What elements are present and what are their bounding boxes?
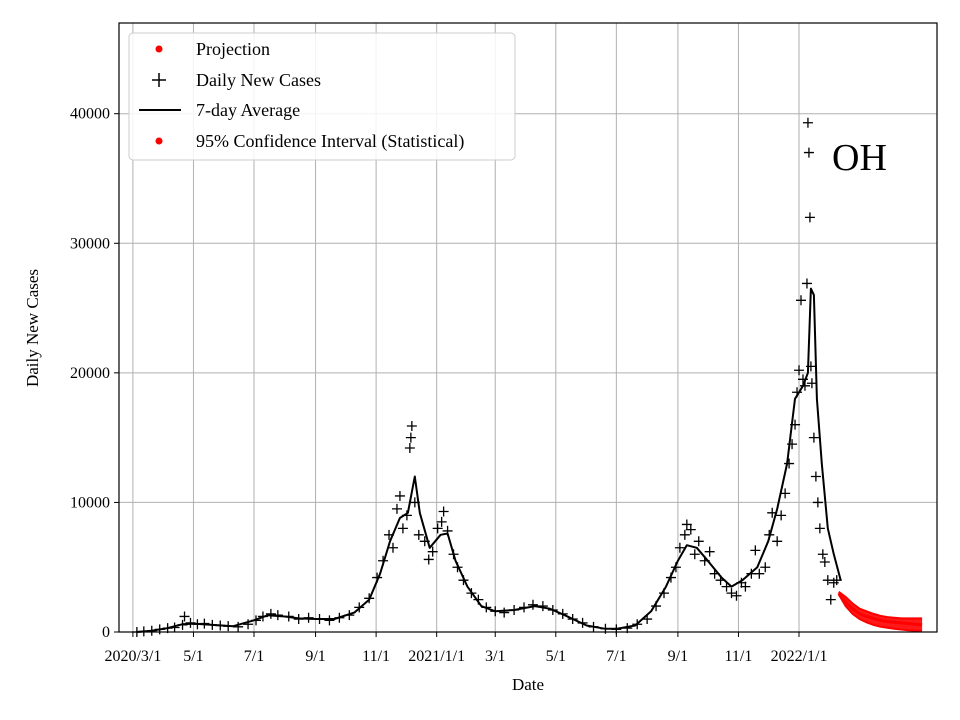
- daily-case-point: [784, 458, 795, 469]
- daily-case-point: [802, 117, 813, 128]
- legend-projection-marker: [155, 45, 163, 53]
- daily-case-point: [704, 546, 715, 557]
- x-tick-label: 2022/1/1: [771, 648, 828, 665]
- daily-case-point: [780, 488, 791, 499]
- daily-case-point: [436, 516, 447, 527]
- legend: Projection Daily New Cases 7-day Average…: [128, 32, 516, 161]
- x-tick-label: 9/1: [668, 648, 688, 665]
- daily-case-point: [397, 523, 408, 534]
- daily-case-point: [750, 545, 761, 556]
- daily-case-point: [772, 536, 783, 547]
- confidence-interval: [837, 590, 923, 632]
- daily-case-point: [394, 490, 405, 501]
- daily-case-point: [405, 432, 416, 443]
- daily-case-point: [406, 420, 417, 431]
- legend-projection-label: Projection: [196, 39, 270, 59]
- daily-cases-markers: [131, 117, 842, 637]
- daily-case-point: [265, 608, 276, 619]
- daily-case-point: [324, 615, 335, 626]
- daily-case-point: [726, 588, 737, 599]
- ci-lower-line: [837, 593, 923, 632]
- x-tick-label: 2021/1/1: [408, 648, 465, 665]
- daily-case-point: [387, 542, 398, 553]
- seven-day-average: [136, 287, 842, 633]
- daily-case-point: [404, 443, 415, 454]
- daily-case-point: [413, 529, 424, 540]
- daily-case-point: [243, 619, 254, 630]
- x-tick-label: 7/1: [606, 648, 626, 665]
- daily-case-point: [810, 471, 821, 482]
- daily-case-point: [438, 506, 449, 517]
- daily-case-point: [795, 295, 806, 306]
- y-tick-label: 10000: [70, 494, 110, 511]
- x-tick-label: 9/1: [305, 648, 325, 665]
- x-tick-label: 5/1: [183, 648, 203, 665]
- daily-case-point: [822, 575, 833, 586]
- x-tick-label: 11/1: [725, 648, 753, 665]
- daily-case-point: [825, 594, 836, 605]
- daily-case-point: [801, 278, 812, 289]
- daily-case-point: [527, 599, 538, 610]
- x-tick-label: 3/1: [485, 648, 505, 665]
- x-tick-label: 11/1: [362, 648, 390, 665]
- daily-case-point: [808, 432, 819, 443]
- daily-case-point: [740, 581, 751, 592]
- daily-case-point: [817, 549, 828, 560]
- daily-case-point: [679, 529, 690, 540]
- state-annotation: OH: [832, 137, 887, 179]
- daily-case-point: [819, 557, 830, 568]
- legend-daily-marker: [152, 73, 166, 87]
- plot-frame: [118, 22, 938, 633]
- legend-ci-label: 95% Confidence Interval (Statistical): [196, 131, 464, 152]
- daily-case-point: [233, 621, 244, 632]
- legend-average-label: 7-day Average: [196, 100, 300, 120]
- daily-case-point: [794, 365, 805, 376]
- x-ticks: 2020/3/1 5/1 7/1 9/1 11/1 2021/1/1 3/1 5/1 7/1 9/…: [104, 632, 827, 665]
- x-tick-label: 5/1: [546, 648, 566, 665]
- average-line: [136, 287, 842, 633]
- daily-case-point: [432, 523, 443, 534]
- legend-daily-label: Daily New Cases: [196, 70, 321, 90]
- daily-case-point: [499, 607, 510, 618]
- daily-case-point: [179, 611, 190, 622]
- daily-case-point: [731, 590, 742, 601]
- daily-case-point: [812, 497, 823, 508]
- ci-upper-line: [838, 590, 923, 620]
- daily-case-point: [391, 503, 402, 514]
- ci-band: [838, 591, 923, 631]
- y-tick-label: 40000: [70, 106, 110, 123]
- y-tick-label: 0: [102, 624, 110, 641]
- legend-ci-marker: [155, 137, 163, 145]
- daily-case-point: [754, 568, 765, 579]
- daily-case-point: [674, 542, 685, 553]
- y-tick-label: 20000: [70, 365, 110, 382]
- daily-case-point: [806, 378, 817, 389]
- projection: [837, 592, 923, 627]
- x-axis-label: Date: [512, 675, 544, 694]
- daily-case-point: [689, 549, 700, 560]
- y-axis-label: Daily New Cases: [23, 269, 42, 387]
- projection-line: [837, 592, 923, 627]
- y-tick-label: 30000: [70, 235, 110, 252]
- daily-case-point: [804, 212, 815, 223]
- daily-case-point: [685, 524, 696, 535]
- daily-case-point: [681, 519, 692, 530]
- daily-case-point: [814, 523, 825, 534]
- x-tick-label: 7/1: [244, 648, 264, 665]
- legend-box: [128, 32, 516, 161]
- x-tick-label: 2020/3/1: [104, 648, 161, 665]
- y-ticks: 0 10000 20000 30000 40000: [70, 106, 119, 641]
- daily-case-point: [776, 510, 787, 521]
- daily-case-point: [423, 554, 434, 565]
- daily-case-point: [803, 147, 814, 158]
- daily-case-point: [760, 562, 771, 573]
- daily-case-point: [427, 546, 438, 557]
- daily-case-point: [693, 536, 704, 547]
